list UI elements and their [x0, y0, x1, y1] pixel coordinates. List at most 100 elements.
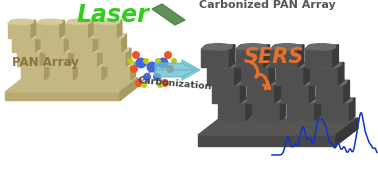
Polygon shape — [349, 98, 355, 120]
Circle shape — [155, 58, 161, 64]
Ellipse shape — [67, 19, 91, 24]
Ellipse shape — [10, 19, 33, 24]
Polygon shape — [36, 24, 60, 38]
Polygon shape — [198, 135, 336, 145]
Polygon shape — [36, 20, 64, 24]
Polygon shape — [98, 34, 126, 38]
Circle shape — [143, 73, 151, 81]
Polygon shape — [252, 102, 280, 120]
Polygon shape — [94, 24, 118, 38]
Ellipse shape — [278, 61, 307, 68]
Polygon shape — [31, 20, 36, 38]
Polygon shape — [8, 24, 31, 38]
Ellipse shape — [96, 19, 120, 24]
Circle shape — [130, 65, 138, 73]
Polygon shape — [126, 48, 131, 66]
Polygon shape — [107, 62, 135, 65]
Polygon shape — [50, 62, 78, 65]
Polygon shape — [107, 65, 131, 80]
Ellipse shape — [19, 47, 42, 52]
Polygon shape — [64, 34, 69, 52]
Circle shape — [161, 79, 169, 87]
Polygon shape — [70, 34, 98, 38]
Polygon shape — [281, 80, 315, 84]
Polygon shape — [212, 80, 246, 84]
Ellipse shape — [284, 79, 312, 85]
Circle shape — [157, 82, 163, 88]
Polygon shape — [304, 62, 310, 85]
Polygon shape — [280, 98, 286, 120]
Polygon shape — [264, 45, 270, 67]
Circle shape — [132, 51, 140, 59]
Ellipse shape — [307, 44, 336, 50]
Polygon shape — [103, 48, 131, 52]
Polygon shape — [281, 84, 310, 102]
Ellipse shape — [273, 44, 301, 50]
Polygon shape — [36, 34, 40, 52]
Polygon shape — [103, 52, 126, 66]
Ellipse shape — [14, 33, 38, 38]
Polygon shape — [70, 38, 93, 52]
Polygon shape — [21, 65, 45, 80]
Polygon shape — [120, 78, 138, 100]
Polygon shape — [275, 80, 280, 102]
Polygon shape — [65, 24, 89, 38]
Polygon shape — [287, 102, 315, 120]
Ellipse shape — [255, 97, 283, 103]
Polygon shape — [276, 62, 310, 67]
Circle shape — [158, 58, 169, 68]
Ellipse shape — [101, 33, 124, 38]
Ellipse shape — [215, 79, 243, 85]
Text: Carbonized PAN Array: Carbonized PAN Array — [198, 0, 335, 10]
Polygon shape — [73, 62, 78, 80]
Polygon shape — [310, 80, 315, 102]
Polygon shape — [12, 38, 36, 52]
Polygon shape — [21, 62, 49, 65]
Ellipse shape — [72, 33, 95, 38]
Text: PAN Array: PAN Array — [12, 56, 79, 69]
Ellipse shape — [23, 61, 47, 66]
Polygon shape — [50, 65, 73, 80]
FancyArrow shape — [155, 60, 200, 80]
Polygon shape — [45, 62, 49, 80]
Polygon shape — [218, 98, 251, 102]
Ellipse shape — [239, 44, 266, 50]
Polygon shape — [270, 49, 298, 67]
Circle shape — [171, 58, 177, 64]
Ellipse shape — [249, 79, 278, 85]
Polygon shape — [252, 98, 286, 102]
Ellipse shape — [81, 61, 104, 66]
Polygon shape — [102, 62, 107, 80]
Polygon shape — [5, 92, 120, 100]
Polygon shape — [246, 98, 251, 120]
Polygon shape — [93, 34, 98, 52]
Ellipse shape — [48, 47, 71, 52]
Circle shape — [153, 73, 161, 81]
Polygon shape — [207, 62, 240, 67]
Polygon shape — [321, 102, 349, 120]
Ellipse shape — [76, 47, 100, 52]
Circle shape — [164, 51, 172, 59]
Polygon shape — [316, 80, 349, 84]
Polygon shape — [316, 84, 344, 102]
Polygon shape — [131, 62, 135, 80]
Circle shape — [141, 82, 147, 88]
Ellipse shape — [209, 61, 238, 68]
Polygon shape — [298, 45, 304, 67]
Polygon shape — [338, 62, 344, 85]
Text: Laser: Laser — [77, 3, 149, 27]
Polygon shape — [305, 45, 338, 49]
Polygon shape — [201, 45, 235, 49]
Polygon shape — [17, 52, 40, 66]
Polygon shape — [276, 67, 304, 85]
Polygon shape — [270, 45, 304, 49]
Polygon shape — [5, 78, 138, 92]
Circle shape — [147, 61, 158, 73]
Polygon shape — [212, 84, 240, 102]
Ellipse shape — [204, 44, 232, 50]
Polygon shape — [65, 20, 93, 24]
Polygon shape — [201, 49, 229, 67]
Polygon shape — [69, 48, 73, 66]
Ellipse shape — [244, 61, 272, 68]
Ellipse shape — [220, 97, 249, 103]
